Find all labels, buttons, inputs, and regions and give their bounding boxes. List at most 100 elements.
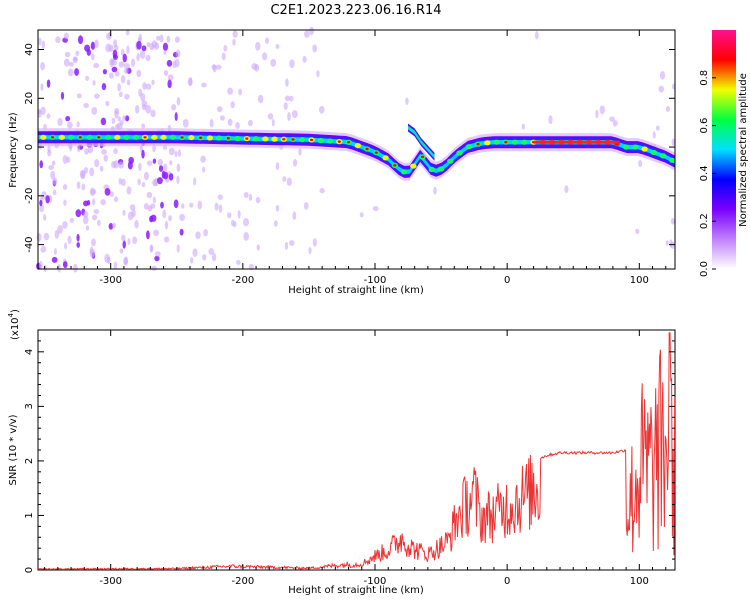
ridge-peak <box>493 139 500 145</box>
spectrogram-x-label: Height of straight line (km) <box>288 285 424 296</box>
noise-speck <box>275 161 280 171</box>
noise-speck <box>86 49 92 56</box>
x-tick-label: -200 <box>231 576 254 587</box>
noise-speck <box>119 248 124 254</box>
colorbar-tick-label: 0.4 <box>699 165 710 181</box>
x-tick-label: 100 <box>630 275 649 286</box>
noise-speck <box>215 64 222 70</box>
noise-speck <box>137 178 141 186</box>
noise-speck <box>151 79 155 86</box>
noise-speck <box>40 61 45 71</box>
noise-speck <box>63 58 70 67</box>
noise-speck <box>182 118 189 128</box>
noise-speck <box>116 122 123 131</box>
noise-speck <box>76 241 80 248</box>
noise-speck <box>142 82 147 90</box>
noise-speck <box>145 230 150 240</box>
noise-speck <box>39 204 45 213</box>
noise-speck <box>202 254 207 261</box>
ridge-peak <box>67 134 75 140</box>
noise-speck <box>291 110 298 119</box>
noise-speck <box>94 39 99 49</box>
ridge-peak <box>650 149 658 156</box>
noise-speck <box>53 248 57 255</box>
noise-speck <box>308 246 312 255</box>
colorbar-tick-label: 0.0 <box>699 261 710 277</box>
noise-speck <box>120 178 126 187</box>
noise-speck <box>289 59 295 69</box>
noise-speck <box>405 97 409 105</box>
noise-speck <box>126 186 132 195</box>
snr-y-label: SNR (10 * v/v) <box>8 414 19 485</box>
noise-speck <box>36 232 42 242</box>
noise-speck <box>150 109 156 118</box>
noise-speck <box>120 74 126 84</box>
noise-speck <box>168 215 172 222</box>
noise-speck <box>166 59 173 67</box>
noise-speck <box>100 117 107 126</box>
noise-speck <box>153 229 160 237</box>
ridge-peak <box>669 157 676 163</box>
noise-speck <box>87 144 94 154</box>
noise-speck <box>141 149 145 159</box>
noise-speck <box>171 104 177 111</box>
noise-speck <box>43 213 47 221</box>
noise-speck <box>262 52 268 61</box>
noise-speck <box>52 189 57 196</box>
noise-speck <box>145 54 151 62</box>
noise-speck <box>39 160 44 169</box>
ridge-peak <box>317 137 325 144</box>
noise-speck <box>141 100 148 108</box>
noise-speck <box>167 74 174 81</box>
ridge-peak <box>206 135 214 141</box>
noise-speck <box>50 170 56 180</box>
noise-speck <box>231 219 235 227</box>
noise-speck <box>67 235 72 245</box>
noise-speck <box>257 94 264 104</box>
noise-speck <box>145 104 152 114</box>
noise-speck <box>599 105 605 115</box>
noise-speck <box>75 209 82 218</box>
noise-speck <box>139 50 146 60</box>
spectrogram-x-ticks: -300 -200 -100 0 100 <box>44 30 667 286</box>
y-tick-label: 20 <box>24 92 35 105</box>
ridge-peak <box>410 163 417 169</box>
ridge-core <box>393 164 397 167</box>
noise-speck <box>203 228 208 237</box>
snr-x-ticks: -300 -200 -100 0 100 <box>44 330 667 587</box>
spectrogram-marks <box>36 26 676 273</box>
noise-speck <box>256 244 260 251</box>
noise-speck <box>136 53 140 62</box>
noise-speck <box>665 106 671 113</box>
noise-speck <box>75 50 80 56</box>
ridge-peak <box>428 166 436 173</box>
noise-speck <box>309 26 315 36</box>
noise-speck <box>292 159 298 167</box>
noise-speck <box>99 165 104 172</box>
noise-speck <box>57 263 61 273</box>
noise-speck <box>89 167 95 177</box>
noise-speck <box>189 202 194 208</box>
noise-speck <box>319 188 325 194</box>
ridge-peak <box>132 134 139 140</box>
noise-speck <box>635 228 640 235</box>
ridge-core <box>97 136 101 139</box>
noise-speck <box>160 201 164 209</box>
noise-speck <box>57 117 63 127</box>
noise-speck <box>108 31 112 39</box>
noise-speck <box>125 29 130 36</box>
noise-speck <box>150 203 156 209</box>
noise-speck <box>221 52 226 61</box>
noise-speck <box>124 256 129 266</box>
noise-speck <box>164 220 169 230</box>
noise-speck <box>46 113 51 119</box>
noise-speck <box>66 156 71 163</box>
noise-speck <box>218 204 223 213</box>
noise-speck <box>90 41 96 50</box>
noise-speck <box>136 40 142 50</box>
noise-speck <box>134 104 140 114</box>
noise-speck <box>117 83 121 92</box>
noise-speck <box>232 30 238 38</box>
noise-speck <box>62 184 68 190</box>
noise-speck <box>113 148 118 155</box>
